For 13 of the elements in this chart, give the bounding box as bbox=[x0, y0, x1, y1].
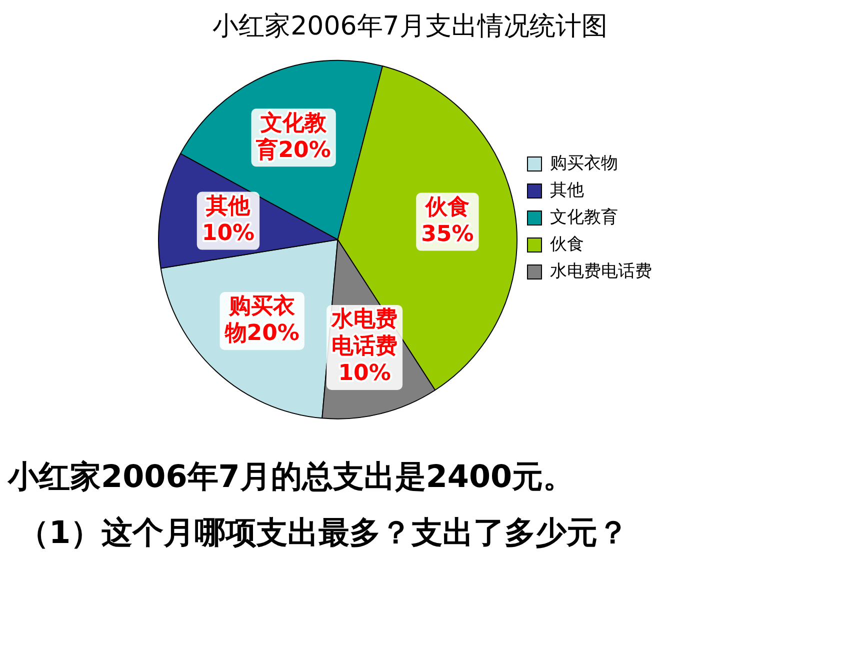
data-label: 水电费电话费10% bbox=[330, 307, 398, 386]
legend-label: 文化教育 bbox=[550, 207, 618, 228]
data-label: 其他10% bbox=[202, 194, 255, 246]
legend-label: 其他 bbox=[550, 180, 584, 200]
text: （1）这个月哪项支出最多？支出了多少元？ bbox=[18, 514, 630, 553]
legend-label: 购买衣物 bbox=[550, 153, 618, 174]
data-label: 伙食35% bbox=[421, 195, 474, 248]
data-label: 文化教育20% bbox=[255, 110, 331, 163]
chart-title: 小红家2006年7月支出情况统计图 bbox=[212, 11, 608, 42]
text: 小红家2006年7月的总支出是2400元。 bbox=[8, 458, 576, 497]
data-label: 购买衣物20% bbox=[224, 293, 300, 346]
legend-label: 伙食 bbox=[550, 234, 584, 254]
legend-label: 水电费电话费 bbox=[550, 261, 652, 282]
